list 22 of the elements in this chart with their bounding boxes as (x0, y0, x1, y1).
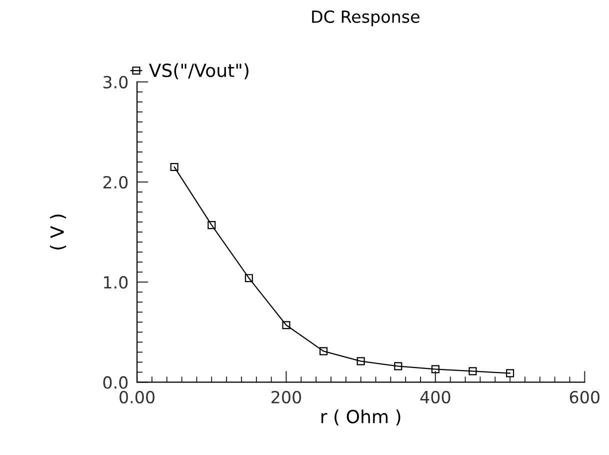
x-tick-label: 0.00 (120, 390, 154, 404)
chart-title: DC Response (312, 10, 420, 26)
point (170, 162, 178, 172)
y-axis-title: ( V ) (50, 214, 66, 250)
y-tick-label: 0.0 (103, 376, 128, 389)
y-tick-label: 3.0 (103, 76, 128, 88)
x-tick-label: 400 (420, 390, 450, 404)
point (431, 365, 440, 374)
point (320, 347, 328, 356)
point (506, 369, 514, 378)
x-tick-label: 200 (272, 390, 302, 404)
y-tick-label: 2.0 (103, 176, 128, 189)
y-tick-label: 1.0 (104, 276, 128, 289)
point (282, 321, 290, 330)
point (244, 274, 253, 282)
point (468, 367, 477, 376)
point (356, 357, 365, 366)
legend-label: VS("/Vout") (149, 63, 248, 80)
x-axis-title: r ( Ohm ) (321, 409, 400, 426)
point (208, 221, 216, 230)
point (394, 362, 402, 370)
x-tick-label: 600 (570, 390, 600, 404)
